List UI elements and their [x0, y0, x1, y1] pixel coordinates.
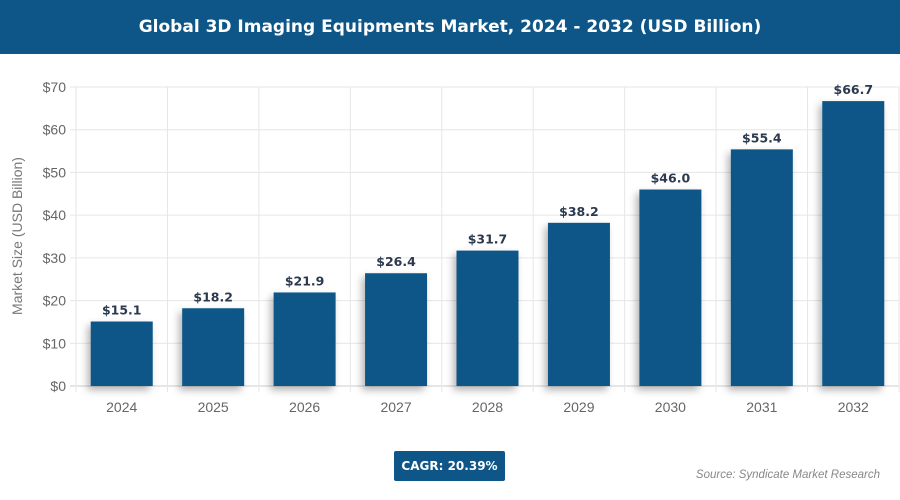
cagr-badge: CAGR: 20.39% — [394, 451, 505, 481]
data-label: $55.4 — [742, 130, 782, 145]
x-tick-label: 2028 — [472, 399, 503, 415]
data-label: $38.2 — [559, 204, 599, 219]
chart-title: Global 3D Imaging Equipments Market, 202… — [0, 0, 900, 54]
x-tick-label: 2031 — [746, 399, 777, 415]
bar-2024 — [90, 321, 153, 386]
bar-2032 — [822, 101, 885, 387]
bar-2026 — [273, 292, 336, 386]
y-tick-label: $70 — [43, 79, 67, 95]
data-label: $46.0 — [651, 171, 691, 186]
bar-2031 — [730, 149, 793, 386]
data-label: $66.7 — [834, 82, 874, 97]
y-tick-label: $60 — [43, 122, 67, 138]
bar-2028 — [456, 250, 519, 386]
x-tick-label: 2032 — [838, 399, 869, 415]
y-tick-label: $0 — [50, 378, 66, 394]
x-tick-label: 2029 — [563, 399, 594, 415]
x-tick-label: 2030 — [655, 399, 686, 415]
y-tick-label: $10 — [43, 335, 67, 351]
x-tick-label: 2027 — [380, 399, 411, 415]
bar-2025 — [182, 308, 245, 386]
data-label: $31.7 — [468, 232, 508, 247]
y-tick-label: $20 — [43, 293, 67, 309]
y-tick-label: $30 — [43, 250, 67, 266]
data-label: $26.4 — [376, 254, 416, 269]
data-label: $21.9 — [285, 273, 325, 288]
bar-2029 — [547, 222, 610, 386]
data-label: $18.2 — [193, 289, 233, 304]
source-note: Source: Syndicate Market Research — [695, 469, 880, 481]
y-tick-label: $50 — [43, 164, 67, 180]
bar-2030 — [639, 189, 702, 386]
data-label: $15.1 — [102, 303, 142, 318]
x-tick-label: 2026 — [289, 399, 320, 415]
y-axis-label: Market Size (USD Billion) — [9, 157, 25, 315]
y-tick-label: $40 — [43, 207, 67, 223]
x-tick-label: 2025 — [198, 399, 229, 415]
bar-2027 — [365, 273, 428, 386]
x-tick-label: 2024 — [106, 399, 137, 415]
